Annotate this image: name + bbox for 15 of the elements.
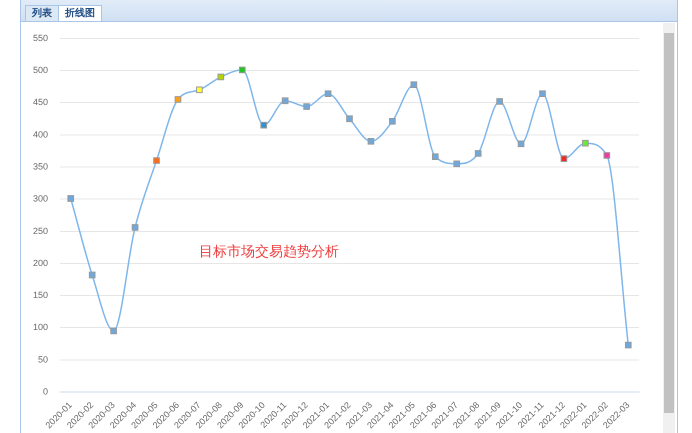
y-tick-label: 350 [32, 161, 48, 172]
y-tick-label: 400 [32, 129, 48, 140]
y-tick-label: 450 [32, 97, 48, 108]
y-tick-label: 200 [32, 258, 48, 268]
y-tick-label: 300 [32, 194, 48, 204]
y-tick-label: 250 [32, 226, 48, 236]
text: 目标市场交易趋势分析 [198, 244, 339, 260]
y-tick-label: 50 [38, 354, 48, 364]
text: 列表 [25, 5, 59, 21]
y-tick-label: 150 [32, 290, 48, 300]
y-tick-label: 0 [43, 386, 48, 396]
y-tick-label: 100 [32, 322, 48, 332]
text: 折线图 [58, 5, 102, 21]
y-tick-label: 500 [32, 65, 48, 76]
y-tick-label: 550 [32, 32, 48, 43]
